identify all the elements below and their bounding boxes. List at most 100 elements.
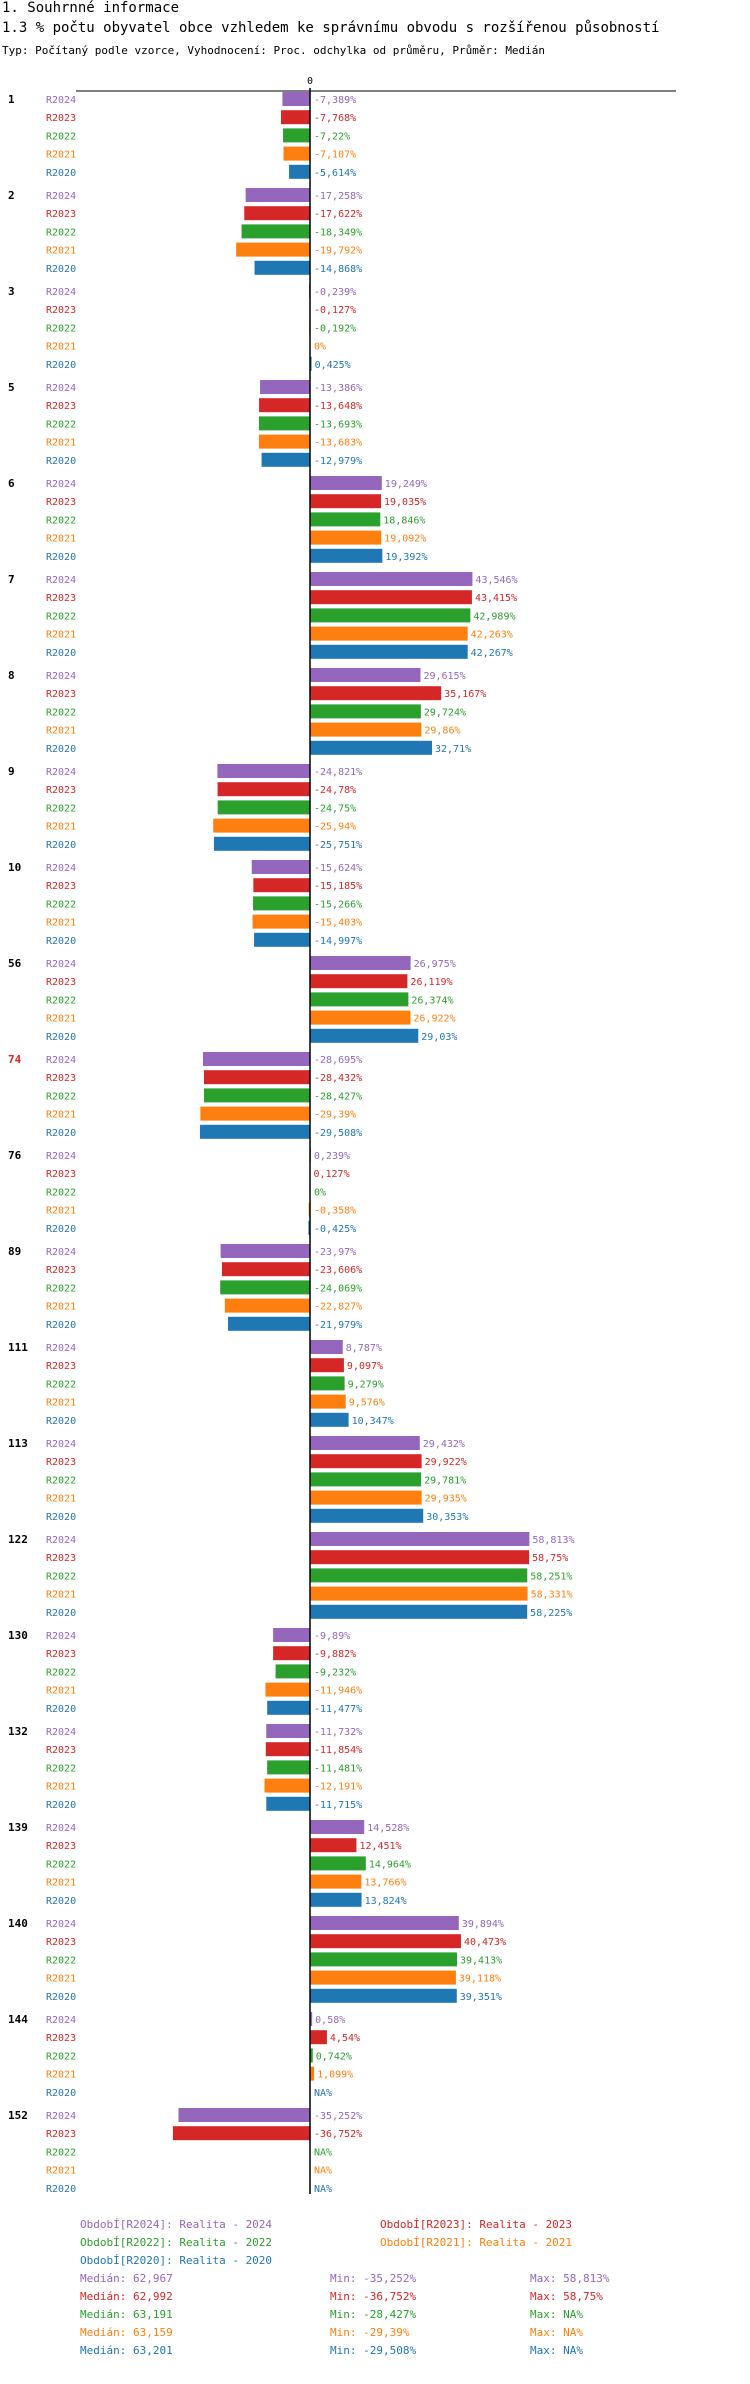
- series-label: R2020: [46, 1224, 76, 1235]
- bar: [310, 530, 382, 545]
- value-label: -25,751%: [314, 840, 362, 851]
- bar: [220, 1244, 310, 1258]
- value-label: 0,239%: [314, 1151, 350, 1162]
- series-label: R2024: [46, 1343, 76, 1354]
- value-label: -23,606%: [314, 1265, 362, 1276]
- series-label: R2024: [46, 479, 76, 490]
- bar: [289, 164, 310, 179]
- value-label: 19,249%: [385, 479, 427, 490]
- value-label: 29,03%: [421, 1032, 457, 1043]
- value-label: -28,427%: [314, 1091, 362, 1102]
- series-label: R2023: [46, 1361, 76, 1372]
- series-label: R2022: [46, 707, 76, 718]
- value-label: -15,266%: [314, 899, 362, 910]
- value-label: 13,766%: [364, 1878, 406, 1889]
- series-label: R2021: [46, 1398, 76, 1409]
- bar: [213, 818, 310, 833]
- value-label: -0,127%: [314, 305, 356, 316]
- series-label: R2021: [46, 438, 76, 449]
- bar: [310, 1376, 345, 1391]
- series-label: R2023: [46, 977, 76, 988]
- series-label: R2022: [46, 1187, 76, 1198]
- group-label: 130: [8, 1629, 28, 1642]
- bar: [266, 1796, 310, 1811]
- bar: [310, 1970, 456, 1985]
- value-label: -13,648%: [314, 401, 362, 412]
- group-label: 122: [8, 1533, 28, 1546]
- series-label: R2020: [46, 1512, 76, 1523]
- bar: [203, 1070, 310, 1085]
- series-label: R2024: [46, 575, 76, 586]
- series-label: R2023: [46, 1169, 76, 1180]
- bar: [310, 1436, 420, 1450]
- series-label: R2023: [46, 593, 76, 604]
- series-label: R2024: [46, 1535, 76, 1546]
- group-label: 5: [8, 381, 15, 394]
- series-label: R2022: [46, 1859, 76, 1870]
- value-label: 19,092%: [384, 534, 426, 545]
- value-label: 0,127%: [313, 1169, 349, 1180]
- bar: [310, 1934, 461, 1949]
- bar: [310, 1490, 422, 1505]
- series-label: R2021: [46, 2166, 76, 2177]
- value-label: 12,451%: [359, 1841, 401, 1852]
- series-label: R2020: [46, 648, 76, 659]
- series-label: R2023: [46, 2129, 76, 2140]
- series-label: R2020: [46, 1896, 76, 1907]
- bar: [310, 1412, 349, 1427]
- bar: [310, 476, 382, 490]
- bar: [254, 260, 310, 275]
- series-label: R2023: [46, 305, 76, 316]
- series-label: R2023: [46, 1073, 76, 1084]
- series-label: R2022: [46, 1091, 76, 1102]
- bar: [310, 2012, 313, 2026]
- bar: [261, 452, 310, 467]
- value-label: 9,576%: [349, 1398, 385, 1409]
- series-label: R2024: [46, 1151, 76, 1162]
- value-label: 0,425%: [315, 360, 351, 371]
- series-label: R2022: [46, 1667, 76, 1678]
- value-label: 42,267%: [471, 648, 513, 659]
- value-label: -15,403%: [314, 918, 362, 929]
- series-label: R2021: [46, 822, 76, 833]
- value-label: -11,477%: [314, 1704, 362, 1715]
- value-label: 19,392%: [385, 552, 427, 563]
- value-label: -17,258%: [314, 191, 362, 202]
- bar: [310, 1586, 528, 1601]
- bar: [308, 1220, 310, 1235]
- group-label: 89: [8, 1245, 21, 1258]
- bar: [310, 1874, 362, 1889]
- series-label: R2024: [46, 1727, 76, 1738]
- bar: [220, 1280, 310, 1295]
- value-label: 26,975%: [414, 959, 456, 970]
- value-label: 26,119%: [410, 977, 452, 988]
- bar: [273, 1628, 310, 1642]
- value-label: 39,118%: [459, 1974, 501, 1985]
- series-label: R2021: [46, 1302, 76, 1313]
- series-label: R2020: [46, 840, 76, 851]
- bar: [310, 1340, 343, 1354]
- chart-subtitle: Typ: Počítaný podle vzorce, Vyhodnocení:…: [2, 44, 546, 57]
- series-label: R2020: [46, 1416, 76, 1427]
- series-label: R2021: [46, 1686, 76, 1697]
- value-label: 30,353%: [426, 1512, 468, 1523]
- value-label: 19,035%: [384, 497, 426, 508]
- value-label: 29,922%: [425, 1457, 467, 1468]
- value-label: -23,97%: [314, 1247, 356, 1258]
- series-label: R2021: [46, 1494, 76, 1505]
- value-label: -17,622%: [314, 209, 362, 220]
- series-label: R2020: [46, 1608, 76, 1619]
- value-label: NA%: [314, 2088, 332, 2099]
- bar: [310, 1916, 459, 1930]
- group-label: 3: [8, 285, 15, 298]
- series-label: R2024: [46, 287, 76, 298]
- bar: [310, 1532, 530, 1546]
- value-label: -7,389%: [314, 95, 356, 106]
- bar: [172, 2126, 310, 2141]
- value-label: 43,546%: [475, 575, 517, 586]
- series-label: R2020: [46, 552, 76, 563]
- value-label: 0,58%: [315, 2015, 345, 2026]
- series-label: R2022: [46, 323, 76, 334]
- series-label: R2024: [46, 95, 76, 106]
- series-label: R2024: [46, 1055, 76, 1066]
